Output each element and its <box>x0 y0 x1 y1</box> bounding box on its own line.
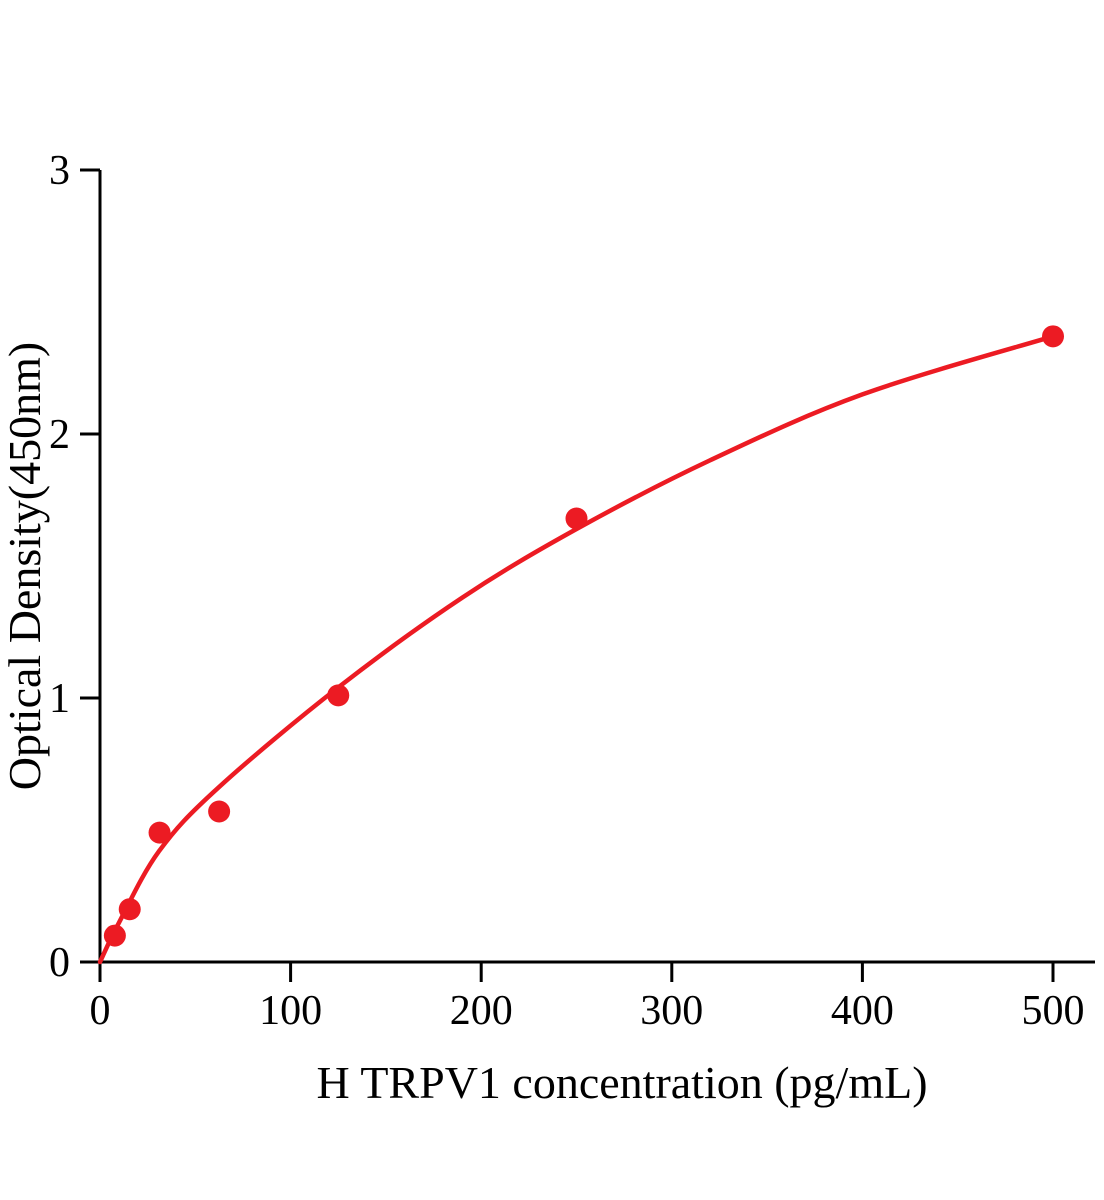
data-point <box>148 821 171 844</box>
data-point <box>565 507 588 530</box>
x-tick-label: 0 <box>90 988 111 1034</box>
x-tick-label: 400 <box>831 988 894 1034</box>
x-tick-label: 500 <box>1022 988 1085 1034</box>
fit-curve <box>97 334 1056 965</box>
data-point <box>1042 325 1064 348</box>
x-tick-label: 300 <box>640 988 703 1034</box>
data-point <box>327 684 350 707</box>
data-point <box>103 924 126 947</box>
axes-layer <box>98 170 1095 964</box>
fit-curve-layer <box>97 334 1056 965</box>
y-tick-label: 2 <box>49 412 70 458</box>
y-tick-label: 1 <box>49 676 70 722</box>
y-tick-label: 3 <box>49 148 70 194</box>
ticks-layer: 0 100 200 300 400 500 0 1 2 3 <box>49 148 1085 1034</box>
y-axis-title: Optical Density(450nm) <box>0 342 50 790</box>
data-point <box>208 800 231 823</box>
x-tick-label: 100 <box>259 988 322 1034</box>
y-tick-label: 0 <box>49 940 70 986</box>
x-axis-title: H TRPV1 concentration (pg/mL) <box>316 1057 927 1108</box>
x-tick-label: 200 <box>450 988 513 1034</box>
data-point <box>118 898 141 921</box>
data-points-layer <box>103 325 1064 947</box>
